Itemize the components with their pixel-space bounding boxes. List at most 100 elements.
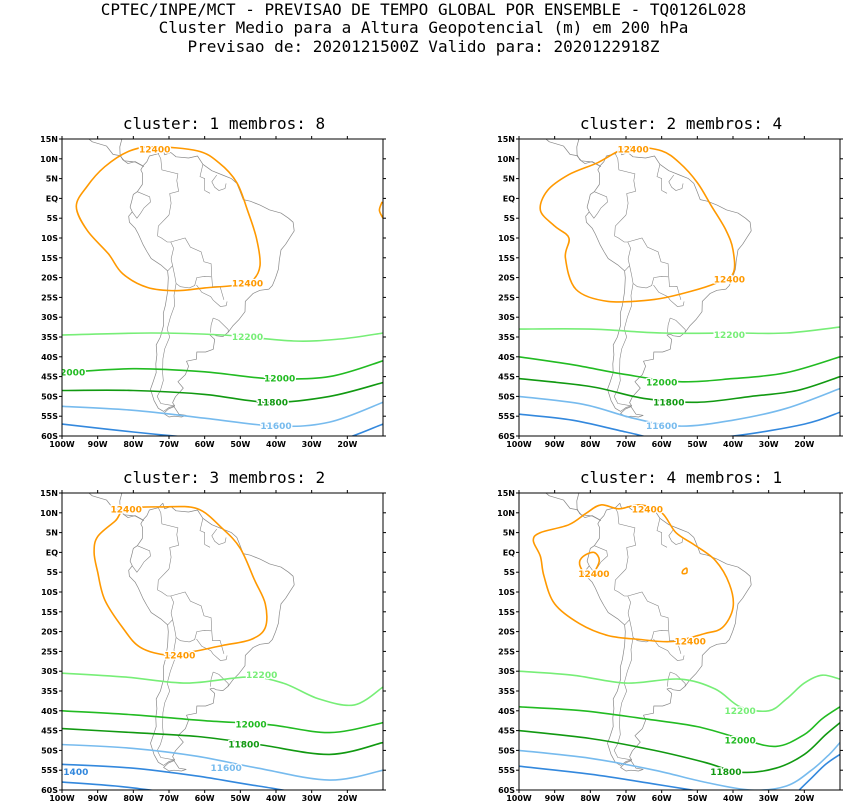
contour-12200 — [62, 332, 383, 342]
map-panel-1: 12400 12400 12200 2000 12000 11800 11600 15N 10N… — [40, 135, 386, 449]
lat-tick-label: 45S — [498, 373, 515, 382]
lat-tick-label: 5S — [504, 568, 516, 577]
lat-tick-label: 5N — [46, 175, 58, 184]
lon-tick-label: 100W — [506, 440, 532, 449]
header-line-3: Previsao de: 2020121500Z Valido para: 20… — [187, 37, 660, 56]
panel-4-title: cluster: 4 membros: 1 — [579, 468, 783, 487]
contour-label: 12000 — [235, 721, 266, 731]
map-frame — [61, 492, 384, 791]
contour-label: 12400 — [617, 145, 648, 155]
contour-12000 — [62, 360, 383, 380]
contour-label: 12200 — [246, 671, 277, 681]
lat-tick-label: 15S — [498, 608, 515, 617]
contour-label: 12400 — [164, 651, 195, 661]
lat-tick-label: 10S — [498, 234, 515, 243]
lat-tick-label: 25S — [498, 293, 515, 302]
contours — [62, 505, 383, 790]
contour-11600 — [519, 387, 840, 427]
lat-tick-label: 20S — [41, 628, 58, 637]
lat-tick-label: EQ — [46, 548, 58, 557]
contour-11400 — [62, 423, 383, 436]
contour-label: 12200 — [232, 333, 263, 343]
lon-tick-label: 40W — [723, 794, 743, 803]
lat-tick-label: 15N — [497, 135, 515, 144]
contour-12400 — [532, 504, 735, 643]
contour-11600 — [62, 743, 383, 781]
lat-tick-label: 15S — [41, 254, 58, 263]
contour-11800 — [519, 721, 840, 774]
contour-label: 12400 — [232, 280, 263, 290]
lat-tick-label: 40S — [41, 707, 58, 716]
map-frame — [518, 138, 841, 437]
contour-label: 12200 — [724, 707, 755, 717]
lon-tick-label: 70W — [616, 440, 636, 449]
contour-12200 — [62, 672, 383, 707]
contour-11800 — [62, 381, 383, 404]
contours — [519, 504, 840, 790]
panel-3-title: cluster: 3 membros: 2 — [122, 468, 326, 487]
lon-tick-label: 60W — [195, 440, 215, 449]
contour-11400 — [798, 753, 840, 790]
country-borders — [589, 153, 686, 407]
lat-tick-label: 5N — [46, 529, 58, 538]
map-frame — [518, 492, 841, 791]
lon-tick-label: 90W — [88, 794, 108, 803]
contour-11600 — [62, 401, 383, 428]
lat-tick-label: 10N — [40, 509, 58, 518]
lon-tick-label: 100W — [49, 794, 75, 803]
contour-12400 — [681, 567, 688, 575]
contour-label: 12400 — [111, 506, 142, 516]
contour-11800 — [62, 727, 383, 756]
lon-tick-label: 90W — [545, 440, 565, 449]
lon-tick-label: 50W — [687, 440, 707, 449]
lon-tick-label: 60W — [652, 440, 672, 449]
lat-tick-label: 35S — [41, 333, 58, 342]
header-line-1: CPTEC/INPE/MCT - PREVISAO DE TEMPO GLOBA… — [100, 0, 747, 19]
lat-tick-label: 45S — [41, 373, 58, 382]
contour-label: 11600 — [210, 764, 241, 774]
lat-tick-label: 15S — [498, 254, 515, 263]
contour-label: 11800 — [228, 741, 259, 751]
lat-tick-label: 50S — [41, 746, 58, 755]
map-frame — [61, 138, 384, 437]
contour-label: 11600 — [260, 422, 291, 432]
lat-tick-label: 15S — [41, 608, 58, 617]
lon-tick-label: 50W — [230, 794, 250, 803]
lat-tick-label: 55S — [498, 412, 515, 421]
lat-tick-label: 20S — [498, 628, 515, 637]
contour-12400 — [578, 551, 601, 578]
lat-tick-label: 40S — [41, 353, 58, 362]
lat-tick-label: 10S — [41, 234, 58, 243]
contour-11400 — [519, 765, 697, 790]
lat-tick-label: 20S — [498, 274, 515, 283]
lat-tick-label: 35S — [498, 333, 515, 342]
lon-tick-label: 80W — [123, 440, 143, 449]
contour-12000 — [519, 706, 840, 748]
lat-tick-label: 25S — [41, 647, 58, 656]
lon-tick-label: 20W — [337, 440, 357, 449]
panel-1-title: cluster: 1 membros: 8 — [122, 114, 326, 133]
contour-label: 11800 — [653, 398, 684, 408]
contour-12400 — [93, 505, 268, 657]
contour-label: 12400 — [139, 145, 170, 155]
coastline — [545, 139, 752, 418]
header-line-2: Cluster Medio para a Altura Geopotencial… — [158, 18, 689, 37]
map-panel-2: 12400 12400 12200 12000 11800 11600 15N 10N 5N EQ… — [497, 135, 843, 449]
lon-tick-label: 20W — [337, 794, 357, 803]
contour-label: 12000 — [264, 375, 295, 385]
contour-11400 — [519, 411, 840, 436]
lat-tick-label: 45S — [41, 727, 58, 736]
lon-tick-label: 80W — [580, 440, 600, 449]
lon-tick-label: 60W — [195, 794, 215, 803]
lat-tick-label: 55S — [41, 766, 58, 775]
lat-tick-label: EQ — [503, 194, 515, 203]
lat-tick-label: 60S — [41, 786, 58, 795]
lat-tick-label: 10N — [40, 155, 58, 164]
lon-tick-label: 50W — [687, 794, 707, 803]
lat-tick-label: 15N — [497, 489, 515, 498]
contour-12400 — [378, 201, 383, 219]
map-panel-4: 12400 12400 12400 12200 12000 11800 15N 10N 5N EQ… — [497, 489, 843, 803]
lat-tick-label: 15N — [40, 489, 58, 498]
contour-11800 — [519, 375, 840, 404]
